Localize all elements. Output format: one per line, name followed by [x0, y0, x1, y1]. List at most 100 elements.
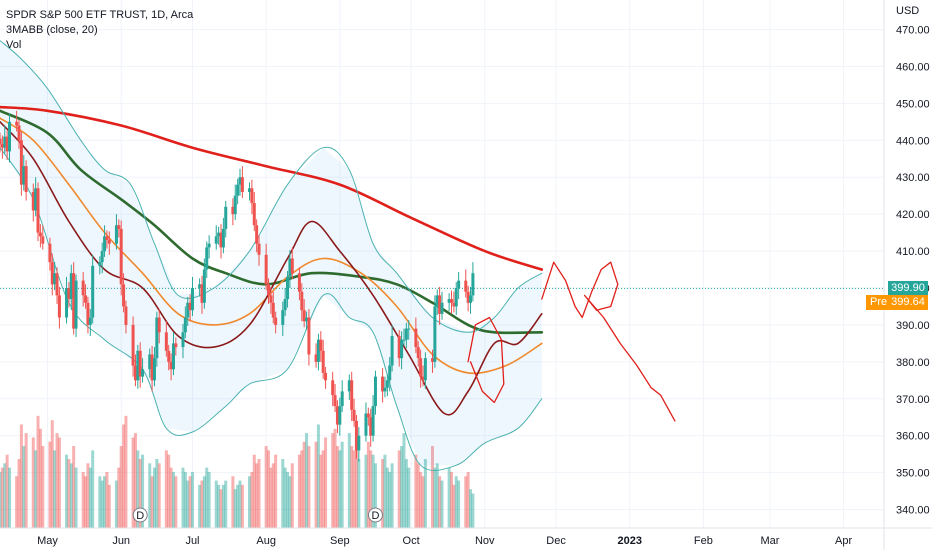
candle-body [286, 276, 290, 300]
candle-body [300, 291, 304, 311]
volume-bar [286, 471, 290, 528]
candle-body [31, 192, 35, 211]
volume-bar [450, 471, 454, 528]
volume-bar [150, 476, 154, 528]
volume-bar [324, 437, 328, 528]
candle-body [454, 288, 458, 307]
volume-bar [0, 467, 4, 528]
volume-bar [72, 446, 76, 528]
candle-body [423, 358, 427, 381]
time-tick-label: Sep [330, 535, 350, 547]
volume-bar [471, 493, 475, 528]
dividend-marker[interactable] [132, 507, 148, 523]
volume-bar [38, 428, 42, 528]
price-tick-label: 470.00 [896, 25, 930, 37]
annotations[interactable] [467, 261, 676, 422]
volume-bar [105, 471, 109, 528]
volume-bar [74, 467, 78, 528]
volume-bar [231, 476, 235, 528]
volume-bar [207, 471, 211, 528]
price-tick-label: 350.00 [896, 468, 930, 480]
volume-bar [302, 441, 306, 528]
volume-bar [347, 433, 351, 528]
candle-body [186, 302, 190, 318]
volume-bar [219, 489, 223, 528]
band-area [0, 40, 542, 466]
volume-bar [357, 459, 361, 528]
volume-bar [236, 484, 240, 528]
candle-body [117, 225, 121, 229]
indicator-legend[interactable]: 3MABB (close, 20) [6, 24, 98, 36]
candle-body [86, 302, 90, 325]
candle-body [0, 138, 2, 144]
candle-body [41, 236, 45, 244]
candle-body [383, 387, 387, 392]
volume-bar [466, 471, 470, 528]
time-tick-label: Jun [112, 535, 130, 547]
volume-bar [88, 467, 92, 528]
annotation-projection[interactable] [541, 261, 676, 422]
price-axis[interactable]: 340.00350.00360.00370.00380.00390.00400.… [883, 0, 930, 550]
price-tick-label: 360.00 [896, 431, 930, 443]
volume-bar [31, 437, 35, 528]
price-tick-label: 390.00 [896, 320, 930, 332]
volume-bar [402, 433, 406, 528]
volume-bar [107, 484, 111, 528]
candle-body [103, 236, 107, 252]
volume-bar [423, 459, 427, 528]
candle-body [257, 243, 261, 255]
candle-body [373, 376, 377, 407]
candle-body [250, 188, 254, 204]
volume-bar [48, 441, 52, 528]
volume-bar [371, 454, 375, 528]
candle-body [157, 317, 161, 333]
candle-body [466, 291, 470, 303]
premarket-price-tag: 399.64 [888, 294, 928, 310]
time-tick-label: Feb [694, 535, 713, 547]
candle-body [255, 225, 259, 244]
volume-bar [400, 446, 404, 528]
volume-legend[interactable]: Vol [6, 39, 22, 51]
candle-body [15, 121, 19, 126]
candle-body [321, 350, 325, 373]
volume-bar [419, 471, 423, 528]
candle-body [24, 166, 28, 192]
premarket-label: Pre [866, 294, 892, 310]
candle-body [202, 269, 206, 303]
volume-bar [133, 433, 137, 528]
volume-bar [274, 454, 278, 528]
candle-body [347, 380, 351, 392]
dividend-marker[interactable] [367, 507, 383, 523]
volume-bar [100, 480, 104, 528]
volume-bar [430, 446, 434, 528]
volume-bar [148, 463, 152, 528]
volume-bar [297, 454, 301, 528]
price-tick-label: 370.00 [896, 394, 930, 406]
volume-bar [55, 433, 59, 528]
candle-body [69, 273, 73, 300]
candle-body [183, 317, 187, 333]
candle-body [281, 310, 285, 325]
volume-bar [257, 459, 261, 528]
time-axis[interactable]: May Jun Jul Aug Sep Oct Nov Dec 2023 Feb Mar Apr [0, 527, 932, 547]
volume-bar [316, 424, 320, 528]
volume-bar [233, 489, 237, 528]
candle-body [435, 295, 439, 307]
volume-bar [390, 463, 394, 528]
candle-body [290, 258, 294, 274]
candle-body [233, 195, 237, 215]
volume-bar [34, 450, 38, 528]
candle-body [5, 136, 9, 152]
volume-bar [3, 463, 7, 528]
volume-bar [288, 476, 292, 528]
candle-body [297, 273, 301, 292]
candle-body [200, 284, 204, 303]
dividend-marker-label: D [371, 510, 379, 522]
candle-body [214, 236, 218, 244]
volume-bar [464, 476, 468, 528]
annotation-circle[interactable] [467, 316, 505, 404]
volume-bar [5, 454, 9, 528]
candles[interactable] [0, 110, 475, 462]
